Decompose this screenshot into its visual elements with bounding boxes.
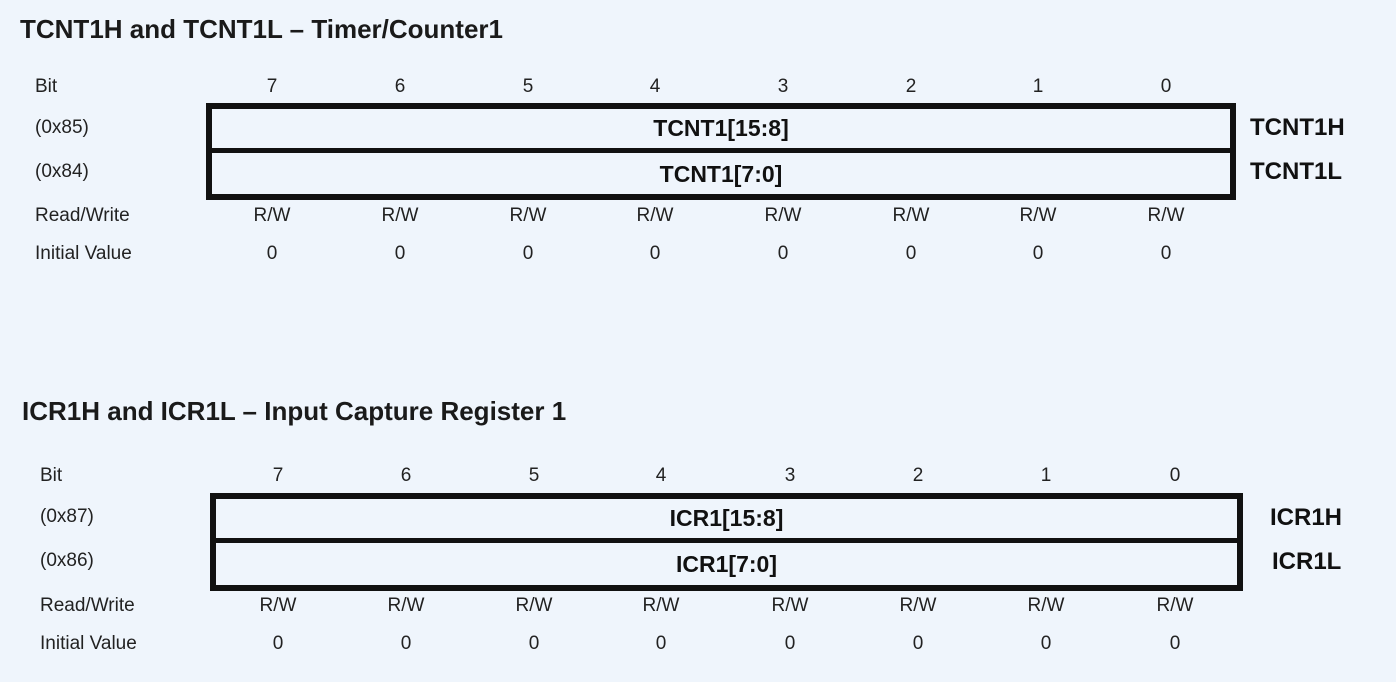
access-type: R/W: [253, 205, 291, 226]
bit-number: 7: [272, 465, 284, 486]
access-type: R/W: [381, 205, 419, 226]
initial-value: 0: [1040, 633, 1052, 654]
access-type: R/W: [387, 595, 425, 616]
read-write-row-label: Read/Write: [35, 205, 130, 226]
register-name: TCNT1H: [1250, 114, 1345, 141]
access-type: R/W: [1019, 205, 1057, 226]
access-type: R/W: [259, 595, 297, 616]
initial-value: 0: [784, 633, 796, 654]
access-type: R/W: [642, 595, 680, 616]
initial-value: 0: [400, 633, 412, 654]
bit-row-label: Bit: [35, 76, 58, 97]
initial-value: 0: [1032, 243, 1044, 264]
access-type: R/W: [636, 205, 674, 226]
initial-value-row-label: Initial Value: [40, 633, 137, 654]
register-name: TCNT1L: [1250, 158, 1342, 185]
initial-value: 0: [655, 633, 667, 654]
register-name: ICR1H: [1270, 504, 1343, 531]
bit-number: 5: [522, 76, 534, 97]
bit-number: 6: [394, 76, 406, 97]
initial-value: 0: [1169, 633, 1181, 654]
bit-number: 7: [266, 76, 278, 97]
bit-number: 3: [784, 465, 796, 486]
bit-number: 2: [905, 76, 917, 97]
bit-number: 5: [528, 465, 540, 486]
register-diagram-box: ICR1[15:8] ICR1[7:0]: [210, 493, 1243, 591]
initial-value: 0: [649, 243, 661, 264]
bit-number: 2: [912, 465, 924, 486]
initial-value-row-label: Initial Value: [35, 243, 132, 264]
bit-number: 3: [777, 76, 789, 97]
bit-number: 0: [1160, 76, 1172, 97]
initial-value: 0: [905, 243, 917, 264]
bit-number: 1: [1032, 76, 1044, 97]
register-low-byte-field: ICR1[7:0]: [676, 551, 777, 577]
bit-row-label: Bit: [40, 465, 63, 486]
register-high-byte-field: TCNT1[15:8]: [653, 115, 789, 141]
register-address: (0x84): [35, 161, 89, 182]
bit-number: 4: [649, 76, 661, 97]
register-low-byte-field: TCNT1[7:0]: [659, 161, 783, 187]
access-type: R/W: [771, 595, 809, 616]
register-name: ICR1L: [1272, 548, 1342, 575]
register-divider: [216, 538, 1237, 543]
bit-number: 6: [400, 465, 412, 486]
access-type: R/W: [892, 205, 930, 226]
initial-value: 0: [912, 633, 924, 654]
section-title: ICR1H and ICR1L – Input Capture Register…: [22, 396, 567, 426]
register-address: (0x86): [40, 550, 94, 571]
register-diagram-box: TCNT1[15:8] TCNT1[7:0]: [206, 103, 1236, 200]
initial-value: 0: [528, 633, 540, 654]
bit-number: 4: [655, 465, 667, 486]
initial-value: 0: [1160, 243, 1172, 264]
access-type: R/W: [515, 595, 553, 616]
section-title: TCNT1H and TCNT1L – Timer/Counter1: [20, 14, 503, 44]
access-type: R/W: [1156, 595, 1194, 616]
initial-value: 0: [272, 633, 284, 654]
register-high-byte-field: ICR1[15:8]: [669, 505, 784, 531]
initial-value: 0: [777, 243, 789, 264]
access-type: R/W: [1027, 595, 1065, 616]
initial-value: 0: [266, 243, 278, 264]
access-type: R/W: [1147, 205, 1185, 226]
bit-number: 1: [1040, 465, 1052, 486]
initial-value: 0: [522, 243, 534, 264]
access-type: R/W: [509, 205, 547, 226]
register-address: (0x85): [35, 117, 89, 138]
initial-value: 0: [394, 243, 406, 264]
access-type: R/W: [764, 205, 802, 226]
read-write-row-label: Read/Write: [40, 595, 135, 616]
tcnt1-register-section: TCNT1H and TCNT1L – Timer/Counter1 Bit 7…: [0, 0, 1396, 300]
register-address: (0x87): [40, 506, 94, 527]
icr1-register-section: ICR1H and ICR1L – Input Capture Register…: [0, 390, 1396, 682]
access-type: R/W: [899, 595, 937, 616]
bit-number: 0: [1169, 465, 1181, 486]
register-divider: [212, 148, 1230, 153]
